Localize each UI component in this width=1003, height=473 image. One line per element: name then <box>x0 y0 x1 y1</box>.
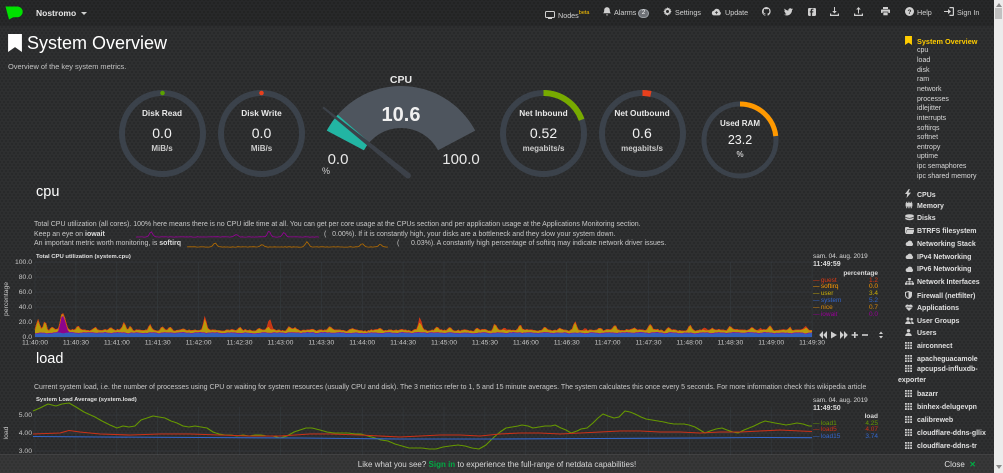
svg-text:11:40:30: 11:40:30 <box>63 340 89 347</box>
svg-text:Total CPU utilization (system.: Total CPU utilization (system.cpu) <box>36 254 131 260</box>
svg-text:40.0: 40.0 <box>19 304 32 311</box>
svg-text:11:42:30: 11:42:30 <box>227 340 253 347</box>
svg-text:11:46:00: 11:46:00 <box>513 340 539 347</box>
svg-text:0.0: 0.0 <box>23 334 33 341</box>
svg-text:100.0: 100.0 <box>15 259 32 266</box>
svg-text:11:43:00: 11:43:00 <box>267 340 293 347</box>
svg-text:11:45:00: 11:45:00 <box>431 340 457 347</box>
svg-text:11:47:30: 11:47:30 <box>636 340 662 347</box>
svg-text:11:48:00: 11:48:00 <box>676 340 702 347</box>
svg-text:5.00: 5.00 <box>19 412 32 419</box>
svg-text:11:46:30: 11:46:30 <box>554 340 580 347</box>
svg-text:11:40:00: 11:40:00 <box>22 340 48 347</box>
svg-text:11:41:00: 11:41:00 <box>104 340 130 347</box>
svg-text:3.00: 3.00 <box>19 448 32 455</box>
svg-text:?: ? <box>908 9 912 16</box>
svg-text:11:48:30: 11:48:30 <box>717 340 743 347</box>
svg-text:11:45:30: 11:45:30 <box>472 340 498 347</box>
svg-text:11:43:30: 11:43:30 <box>308 340 334 347</box>
svg-text:4.00: 4.00 <box>19 430 32 437</box>
svg-text:11:49:30: 11:49:30 <box>799 340 825 347</box>
svg-text:11:49:00: 11:49:00 <box>758 340 784 347</box>
svg-text:System Load Average (system.lo: System Load Average (system.load) <box>36 397 137 403</box>
svg-text:load: load <box>3 426 10 439</box>
svg-text:11:41:30: 11:41:30 <box>145 340 171 347</box>
svg-text:11:47:00: 11:47:00 <box>595 340 621 347</box>
svg-text:11:42:00: 11:42:00 <box>186 340 212 347</box>
svg-text:60.0: 60.0 <box>19 289 32 296</box>
svg-text:percentage: percentage <box>3 282 10 316</box>
svg-text:11:44:30: 11:44:30 <box>390 340 416 347</box>
svg-text:20.0: 20.0 <box>19 319 32 326</box>
svg-text:11:44:00: 11:44:00 <box>349 340 375 347</box>
svg-text:80.0: 80.0 <box>19 274 32 281</box>
